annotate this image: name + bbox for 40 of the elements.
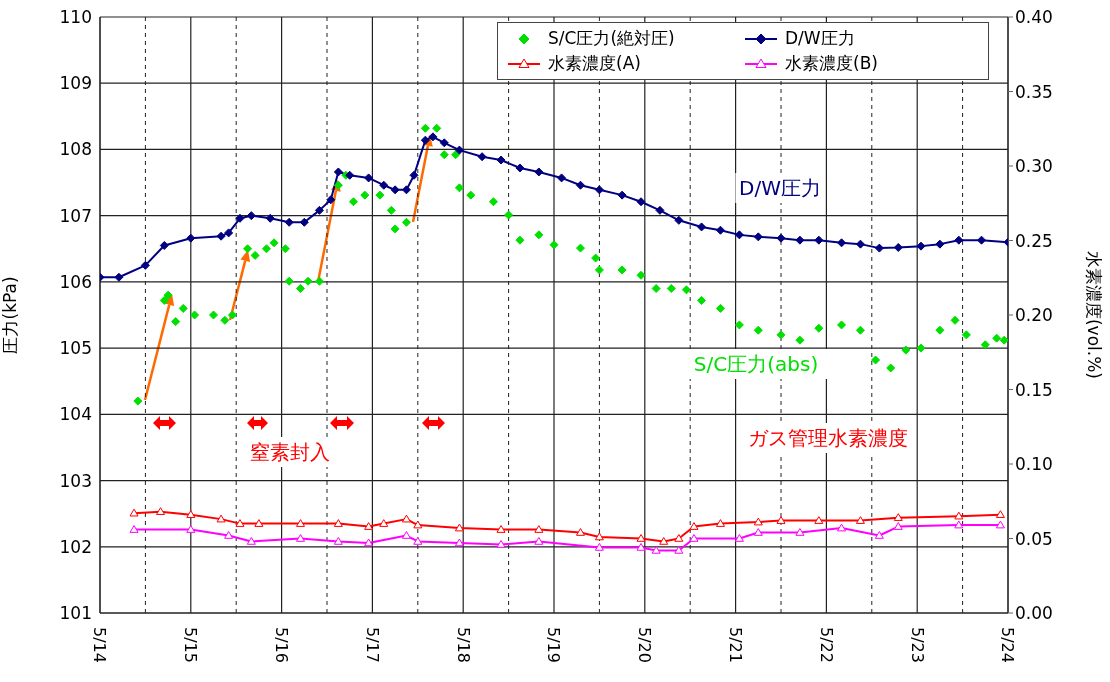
legend-label: D/W圧力 [785, 27, 855, 50]
legend-label: 水素濃度(B) [785, 52, 878, 75]
y2-tick-label: 0.25 [1015, 230, 1053, 251]
x-tick-label: 5/17 [362, 627, 382, 663]
y2-tick-label: 0.30 [1015, 156, 1053, 177]
x-tick-label: 5/16 [272, 627, 291, 663]
x-tick-label: 5/19 [544, 627, 564, 663]
y2-tick-label: 0.40 [1015, 7, 1053, 28]
y-tick-label: 103 [59, 470, 92, 491]
y2-tick-label: 0.05 [1015, 528, 1053, 549]
y2-tick-label: 0.20 [1015, 305, 1053, 326]
legend-label: S/C圧力(絶対圧) [548, 27, 675, 50]
x-tick-label: 5/14 [90, 627, 110, 663]
y2-axis-title: 水素濃度(vol.%) [1083, 250, 1104, 380]
y2-tick-label: 0.10 [1015, 454, 1053, 475]
x-tick-label: 5/18 [453, 627, 473, 663]
y-tick-label: 105 [59, 338, 92, 359]
x-tick-label: 5/23 [907, 627, 927, 663]
legend-label: 水素濃度(A) [548, 52, 641, 75]
y-tick-label: 110 [59, 7, 92, 28]
x-tick-label: 5/20 [635, 627, 655, 663]
annotation: D/W圧力 [739, 176, 821, 200]
y-tick-label: 108 [59, 139, 92, 160]
y-tick-label: 106 [59, 271, 92, 292]
y-tick-label: 107 [59, 205, 92, 226]
y-tick-label: 102 [59, 536, 92, 557]
x-tick-label: 5/21 [726, 627, 745, 663]
annotation: 窒素封入 [250, 440, 330, 464]
annotation: ガス管理水素濃度 [748, 426, 908, 450]
y-tick-label: 109 [59, 73, 92, 94]
annotation: S/C圧力(abs) [693, 352, 819, 376]
y2-tick-label: 0.35 [1015, 81, 1053, 102]
y-axis-title: 圧力(kPa) [0, 276, 21, 354]
y-tick-label: 104 [59, 404, 92, 425]
x-tick-label: 5/15 [181, 627, 201, 663]
x-tick-label: 5/24 [998, 627, 1018, 663]
y2-tick-label: 0.15 [1015, 379, 1053, 400]
y-tick-label: 101 [59, 603, 92, 624]
y2-tick-label: 0.00 [1015, 603, 1053, 624]
x-tick-label: 5/22 [816, 627, 836, 663]
